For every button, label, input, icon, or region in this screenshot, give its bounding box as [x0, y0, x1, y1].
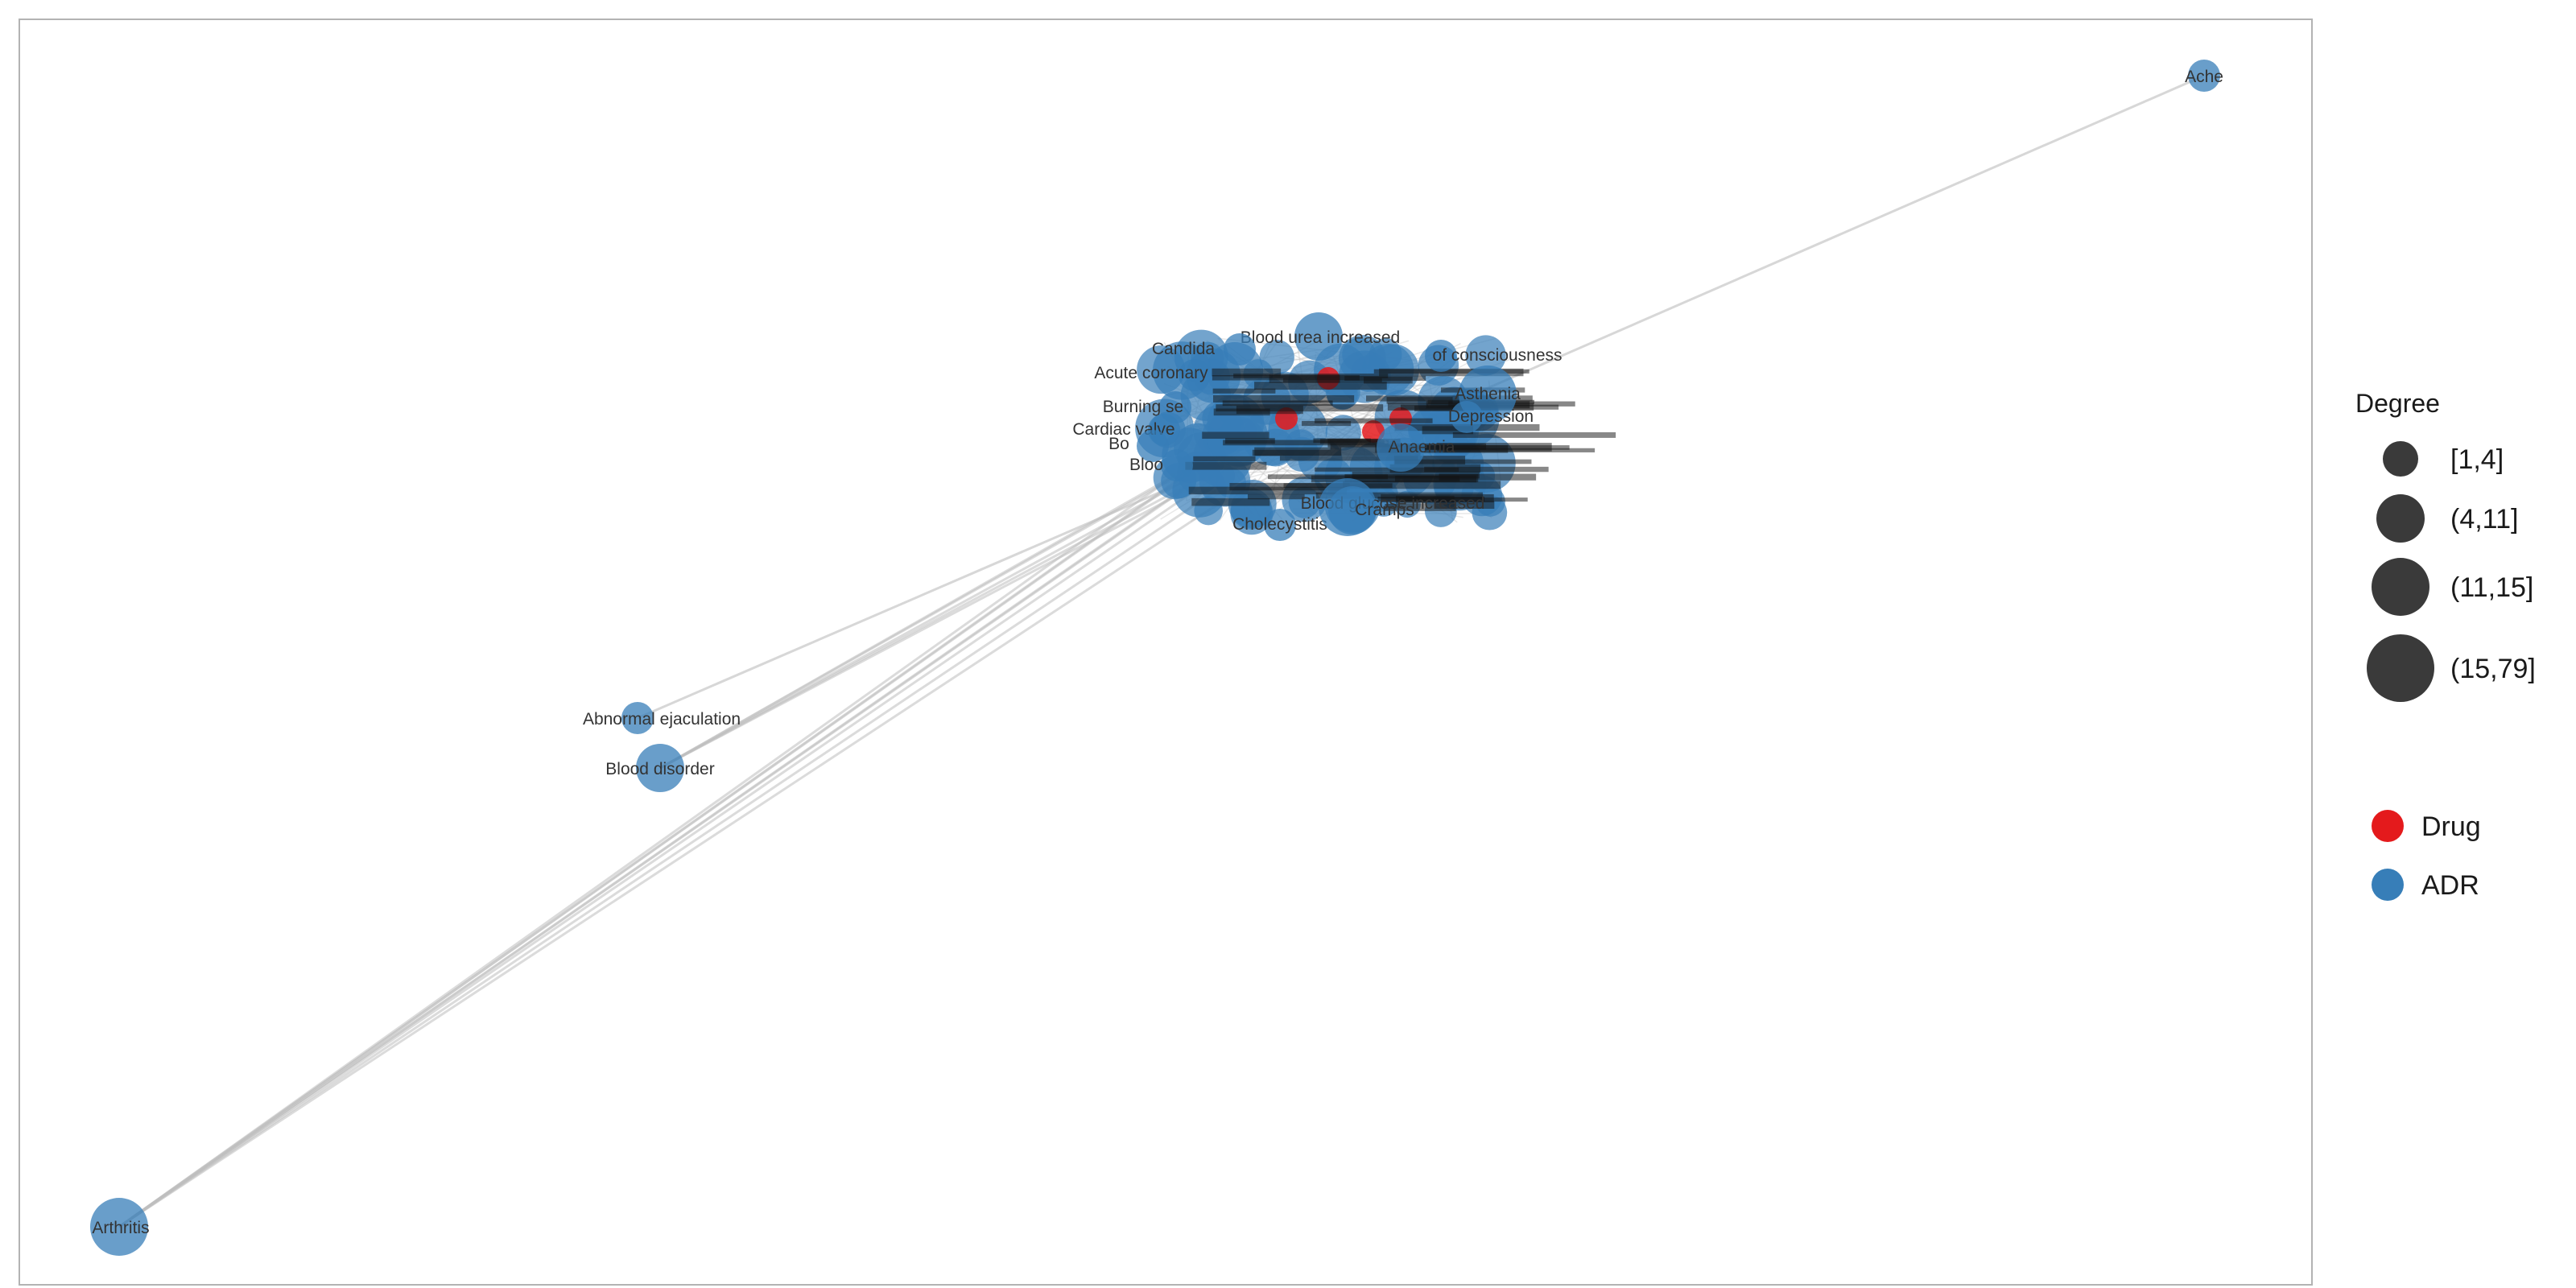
cluster-label-clutter: [1315, 468, 1459, 472]
cluster-label-clutter: [1202, 431, 1269, 439]
legend-size-title: Degree: [2355, 389, 2440, 418]
legend-size-label-4: (15,79]: [2450, 654, 2536, 684]
cluster-label-clutter: [1254, 382, 1387, 390]
legend-size-label-1: [1,4]: [2450, 444, 2504, 475]
plot-panel: [19, 19, 2312, 1285]
cluster-label-clutter: [1185, 462, 1266, 470]
node-label: Blood urea increased: [1241, 328, 1400, 347]
node-candida: [1224, 333, 1256, 365]
cluster-label-clutter: [1213, 395, 1354, 402]
legend-size-dot-2: [2376, 494, 2425, 543]
node-label: Candida: [1152, 340, 1216, 358]
cluster-label-clutter: [1320, 439, 1385, 444]
legend: Degree [1,4] (4,11] (11,15] (15,79] Drug…: [2355, 389, 2536, 901]
legend-adr-label: ADR: [2421, 870, 2479, 901]
cluster-label-clutter: [1233, 374, 1388, 378]
cluster-label-clutter: [1453, 432, 1616, 438]
legend-size-dot-3: [2372, 558, 2429, 616]
node-label: Cholecystitis: [1232, 515, 1327, 534]
cluster-label-clutter: [1191, 498, 1269, 506]
node-label: Anaemia: [1389, 438, 1455, 456]
legend-adr-dot: [2372, 869, 2404, 901]
legend-drug-label: Drug: [2421, 811, 2481, 842]
node-label: Blood disorder: [605, 760, 714, 778]
cluster-label-clutter: [1193, 456, 1255, 461]
node-label: Acute coronary: [1094, 364, 1208, 382]
node-label: Asthenia: [1455, 385, 1521, 403]
legend-size-dot-4: [2367, 634, 2434, 702]
node-label: of consciousness: [1432, 346, 1562, 365]
node-label: Burning se: [1103, 398, 1183, 416]
legend-size-label-3: (11,15]: [2450, 572, 2533, 603]
cluster-label-clutter: [1254, 448, 1341, 456]
node-bloo: [1161, 449, 1193, 481]
cluster-label-clutter: [1236, 406, 1303, 414]
node-label: Depression: [1448, 407, 1534, 426]
node-label: Bo: [1108, 435, 1129, 453]
cluster-label-clutter: [1268, 474, 1388, 479]
node-label: Abnormal ejaculation: [583, 710, 741, 729]
legend-drug-dot: [2372, 810, 2404, 842]
node-label: Cramps: [1355, 501, 1414, 519]
legend-size-dot-1: [2383, 441, 2418, 477]
node-label: Bloo: [1129, 456, 1163, 474]
node-label: Arthritis: [92, 1219, 149, 1237]
legend-size-label-2: (4,11]: [2450, 504, 2518, 535]
node-label: Ache: [2185, 68, 2223, 86]
cluster-label-clutter: [1302, 421, 1351, 426]
